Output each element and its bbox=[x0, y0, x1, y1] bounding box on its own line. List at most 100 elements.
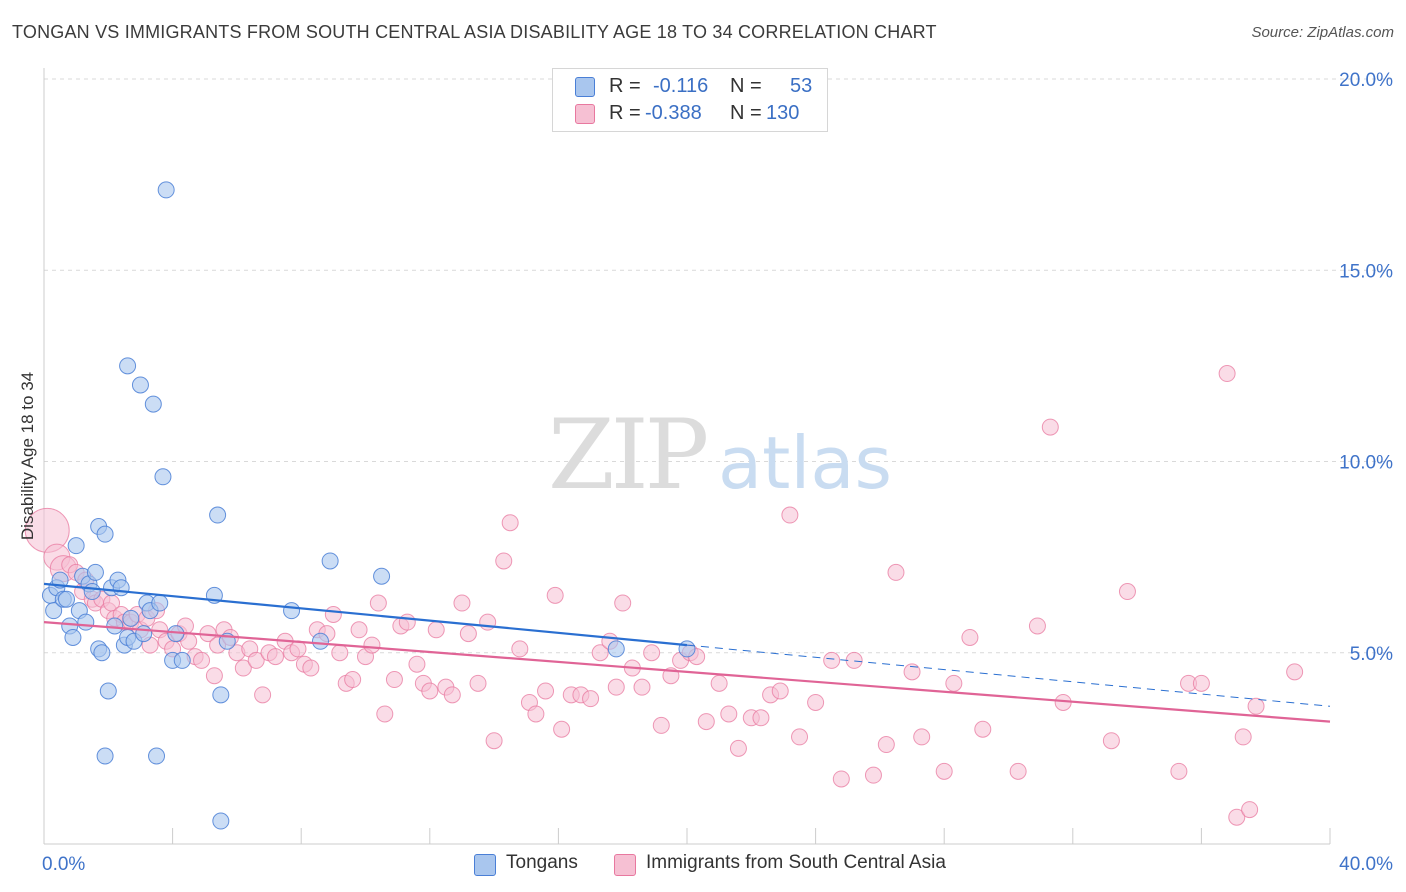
data-point-immigrants bbox=[845, 651, 863, 669]
data-point-immigrants bbox=[344, 671, 362, 689]
correlation-legend: R = -0.116 N = 53 R = -0.388 N = 130 bbox=[552, 68, 828, 132]
data-point-immigrants bbox=[247, 651, 265, 669]
data-point-immigrants bbox=[633, 678, 651, 696]
data-point-immigrants bbox=[781, 506, 799, 524]
data-point-tongans bbox=[212, 812, 230, 830]
data-point-immigrants bbox=[193, 651, 211, 669]
data-point-immigrants bbox=[1118, 583, 1136, 601]
data-point-immigrants bbox=[511, 640, 529, 658]
data-point-tongans bbox=[67, 537, 85, 555]
data-point-immigrants bbox=[408, 655, 426, 673]
y-tick-label: 5.0% bbox=[1350, 644, 1393, 665]
data-point-tongans bbox=[93, 644, 111, 662]
data-point-immigrants bbox=[350, 621, 368, 639]
data-point-immigrants bbox=[643, 644, 661, 662]
data-point-immigrants bbox=[234, 659, 252, 677]
x-tick-label: 40.0% bbox=[1339, 854, 1393, 875]
gridlines bbox=[44, 78, 1394, 654]
data-point-immigrants bbox=[453, 594, 471, 612]
data-point-immigrants bbox=[1028, 617, 1046, 635]
legend-n-value: 130 bbox=[766, 102, 800, 124]
data-point-tongans bbox=[283, 602, 301, 620]
legend-r-value: -0.116 bbox=[653, 75, 709, 97]
series-immigrants-points bbox=[24, 365, 1304, 826]
data-point-immigrants bbox=[324, 606, 342, 623]
data-point-immigrants bbox=[791, 728, 809, 746]
data-point-immigrants bbox=[369, 594, 387, 612]
bottom-legend-label: Immigrants from South Central Asia bbox=[646, 852, 946, 873]
data-point-tongans bbox=[77, 613, 95, 631]
data-point-immigrants bbox=[652, 716, 670, 734]
legend-r-label: R = bbox=[609, 75, 641, 97]
data-point-immigrants bbox=[1009, 762, 1027, 780]
data-point-immigrants bbox=[495, 552, 513, 570]
data-point-immigrants bbox=[614, 594, 632, 612]
data-point-tongans bbox=[112, 579, 130, 597]
data-point-tongans bbox=[607, 640, 625, 658]
data-point-immigrants bbox=[376, 705, 394, 723]
data-point-immigrants bbox=[331, 644, 349, 662]
data-point-immigrants bbox=[832, 770, 850, 788]
chart-source: Source: ZipAtlas.com bbox=[1251, 24, 1394, 41]
data-point-immigrants bbox=[935, 762, 953, 780]
data-point-tongans bbox=[151, 594, 169, 612]
data-point-immigrants bbox=[729, 739, 747, 757]
chart-title: TONGAN VS IMMIGRANTS FROM SOUTH CENTRAL … bbox=[12, 22, 937, 42]
data-point-immigrants bbox=[697, 713, 715, 731]
data-point-immigrants bbox=[1041, 418, 1059, 436]
data-point-immigrants bbox=[961, 628, 979, 646]
data-point-immigrants bbox=[1247, 697, 1265, 715]
data-point-immigrants bbox=[1286, 663, 1304, 681]
data-point-tongans bbox=[144, 395, 162, 413]
legend-swatch-blue bbox=[575, 77, 595, 97]
data-point-tongans bbox=[119, 357, 137, 375]
data-point-tongans bbox=[135, 625, 153, 643]
data-point-immigrants bbox=[1234, 728, 1252, 746]
watermark: ZIP atlas bbox=[548, 399, 892, 511]
data-point-immigrants bbox=[903, 663, 921, 681]
y-tick-label: 10.0% bbox=[1339, 453, 1393, 474]
data-point-immigrants bbox=[363, 636, 381, 654]
data-point-immigrants bbox=[546, 586, 564, 604]
trend-lines bbox=[43, 582, 1331, 723]
data-point-immigrants bbox=[974, 720, 992, 738]
data-point-immigrants bbox=[254, 686, 272, 704]
data-point-tongans bbox=[321, 552, 339, 570]
data-point-tongans bbox=[122, 609, 140, 627]
x-tick-label: 0.0% bbox=[42, 854, 85, 875]
trend-line-immigrants bbox=[43, 621, 1331, 723]
data-point-tongans bbox=[83, 583, 101, 601]
data-point-immigrants bbox=[752, 709, 770, 727]
data-point-immigrants bbox=[720, 705, 738, 723]
data-point-tongans bbox=[154, 468, 172, 486]
data-point-immigrants bbox=[266, 648, 284, 666]
data-point-tongans bbox=[106, 617, 124, 635]
bottom-legend-label: Tongans bbox=[506, 852, 578, 873]
watermark-zip: ZIP bbox=[548, 399, 707, 511]
data-point-tongans bbox=[99, 682, 117, 700]
data-point-immigrants bbox=[913, 728, 931, 746]
data-point-immigrants bbox=[807, 693, 825, 711]
data-point-tongans bbox=[173, 651, 191, 669]
watermark-atlas: atlas bbox=[718, 421, 892, 505]
data-point-tongans bbox=[96, 525, 114, 543]
data-point-immigrants bbox=[537, 682, 555, 700]
data-point-immigrants bbox=[607, 678, 625, 696]
axes bbox=[43, 68, 1331, 845]
y-tick-label: 15.0% bbox=[1339, 261, 1393, 282]
data-point-tongans bbox=[209, 506, 227, 524]
data-point-immigrants bbox=[1241, 801, 1259, 819]
data-point-immigrants bbox=[1218, 365, 1236, 383]
data-point-tongans bbox=[678, 640, 696, 658]
data-point-tongans bbox=[311, 632, 329, 650]
data-point-tongans bbox=[212, 686, 230, 704]
legend-r-value: -0.388 bbox=[645, 102, 702, 124]
data-point-immigrants bbox=[443, 686, 461, 704]
series-tongans-points bbox=[41, 181, 696, 830]
data-point-immigrants bbox=[205, 667, 223, 685]
data-point-tongans bbox=[96, 747, 114, 765]
data-point-tongans bbox=[148, 747, 166, 765]
data-point-tongans bbox=[373, 567, 391, 585]
data-point-immigrants bbox=[1170, 762, 1188, 780]
